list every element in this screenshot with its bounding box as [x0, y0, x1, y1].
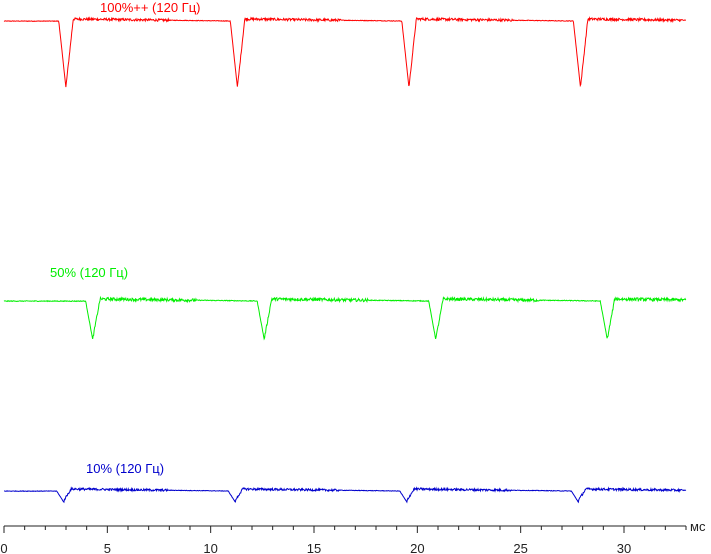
series-line-50 [3, 295, 687, 341]
x-tick-label: 20 [410, 541, 424, 554]
series-line-10 [3, 486, 687, 504]
series-layer [3, 15, 687, 504]
x-tick-label: 5 [104, 541, 111, 554]
series-labels: 100%++ (120 Гц) 50% (120 Гц) 10% (120 Гц… [50, 0, 201, 476]
series-line-100 [3, 15, 686, 88]
x-tick-label: 30 [617, 541, 631, 554]
x-axis [3, 525, 687, 533]
series-label-50: 50% (120 Гц) [50, 265, 128, 280]
series-label-100: 100%++ (120 Гц) [100, 0, 201, 15]
x-tick-label: 10 [203, 541, 217, 554]
x-tick-label: 15 [307, 541, 321, 554]
x-tick-label: 25 [513, 541, 527, 554]
x-axis-unit-label: мс [690, 519, 706, 534]
x-tick-label: 0 [0, 541, 7, 554]
series-label-10: 10% (120 Гц) [86, 461, 164, 476]
